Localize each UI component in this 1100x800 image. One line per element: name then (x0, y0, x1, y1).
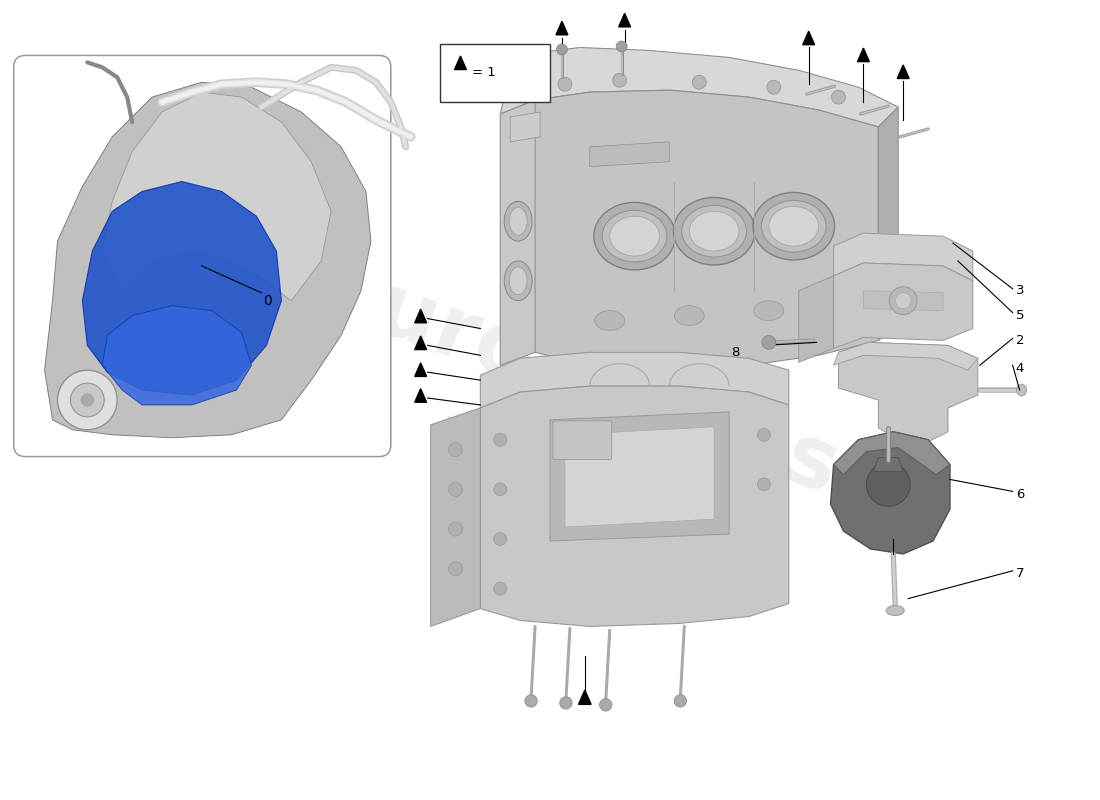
Polygon shape (834, 432, 950, 474)
Polygon shape (415, 310, 427, 322)
Text: a passion for data since 1985: a passion for data since 1985 (441, 411, 718, 528)
Circle shape (449, 522, 462, 536)
Polygon shape (550, 412, 729, 541)
Text: 0: 0 (264, 294, 272, 308)
Polygon shape (510, 112, 540, 142)
Text: 7: 7 (1015, 567, 1024, 580)
Circle shape (895, 293, 911, 309)
Text: 5: 5 (1015, 309, 1024, 322)
Circle shape (832, 90, 846, 104)
Polygon shape (500, 92, 590, 366)
Polygon shape (799, 276, 834, 362)
Polygon shape (481, 352, 789, 408)
Polygon shape (834, 263, 972, 348)
Polygon shape (838, 342, 978, 442)
Polygon shape (590, 142, 670, 166)
Ellipse shape (769, 206, 818, 246)
Ellipse shape (754, 301, 784, 321)
Ellipse shape (682, 206, 747, 257)
Text: 8: 8 (730, 346, 739, 359)
Ellipse shape (594, 202, 675, 270)
Ellipse shape (673, 198, 755, 265)
Circle shape (767, 80, 781, 94)
Circle shape (494, 434, 507, 446)
Circle shape (616, 41, 627, 52)
Circle shape (560, 697, 572, 709)
FancyBboxPatch shape (13, 55, 390, 457)
Circle shape (494, 533, 507, 546)
Text: 1985: 1985 (587, 510, 711, 589)
Polygon shape (415, 363, 427, 377)
Circle shape (449, 442, 462, 457)
Circle shape (494, 582, 507, 595)
Circle shape (600, 698, 612, 711)
Polygon shape (481, 386, 789, 626)
Polygon shape (858, 48, 869, 62)
Polygon shape (430, 408, 481, 626)
Circle shape (81, 394, 94, 406)
Polygon shape (415, 336, 427, 350)
Polygon shape (556, 22, 568, 35)
Polygon shape (873, 458, 903, 471)
Circle shape (557, 44, 568, 55)
Circle shape (449, 482, 462, 496)
Polygon shape (565, 427, 714, 527)
Polygon shape (878, 107, 899, 341)
Ellipse shape (754, 193, 835, 260)
Polygon shape (579, 690, 591, 704)
Circle shape (57, 370, 118, 430)
Ellipse shape (595, 310, 625, 330)
Circle shape (558, 78, 572, 91)
Polygon shape (830, 432, 950, 554)
Circle shape (889, 286, 917, 314)
Polygon shape (415, 389, 427, 402)
FancyBboxPatch shape (440, 45, 550, 102)
Text: = 1: = 1 (472, 66, 496, 78)
Ellipse shape (674, 306, 704, 326)
Text: eurospares: eurospares (309, 248, 850, 512)
Ellipse shape (509, 267, 527, 294)
Circle shape (449, 562, 462, 576)
Polygon shape (864, 290, 943, 310)
Circle shape (867, 462, 910, 506)
Polygon shape (454, 56, 466, 70)
Polygon shape (500, 47, 899, 127)
Polygon shape (834, 233, 972, 281)
Ellipse shape (690, 211, 739, 251)
Ellipse shape (509, 207, 527, 235)
Ellipse shape (602, 210, 667, 262)
Ellipse shape (609, 216, 659, 256)
Text: 4: 4 (1015, 362, 1024, 374)
Circle shape (613, 74, 627, 87)
Polygon shape (45, 82, 371, 438)
Circle shape (494, 483, 507, 496)
Text: 6: 6 (1015, 488, 1024, 501)
Circle shape (692, 75, 706, 89)
Polygon shape (898, 65, 909, 78)
Polygon shape (102, 92, 331, 301)
Polygon shape (618, 14, 630, 27)
Circle shape (762, 335, 776, 350)
Circle shape (758, 428, 770, 442)
Polygon shape (82, 182, 282, 395)
Ellipse shape (1016, 384, 1026, 396)
Ellipse shape (761, 200, 826, 252)
Polygon shape (803, 31, 815, 45)
Ellipse shape (887, 606, 904, 615)
Text: 3: 3 (1015, 284, 1024, 298)
Circle shape (70, 383, 104, 417)
Ellipse shape (504, 202, 532, 241)
FancyBboxPatch shape (553, 421, 612, 459)
Polygon shape (102, 306, 252, 405)
Polygon shape (834, 342, 978, 370)
Text: 2: 2 (1015, 334, 1024, 347)
Polygon shape (535, 90, 878, 372)
Circle shape (758, 478, 770, 491)
Circle shape (674, 694, 686, 707)
Ellipse shape (504, 261, 532, 301)
Circle shape (525, 694, 537, 707)
